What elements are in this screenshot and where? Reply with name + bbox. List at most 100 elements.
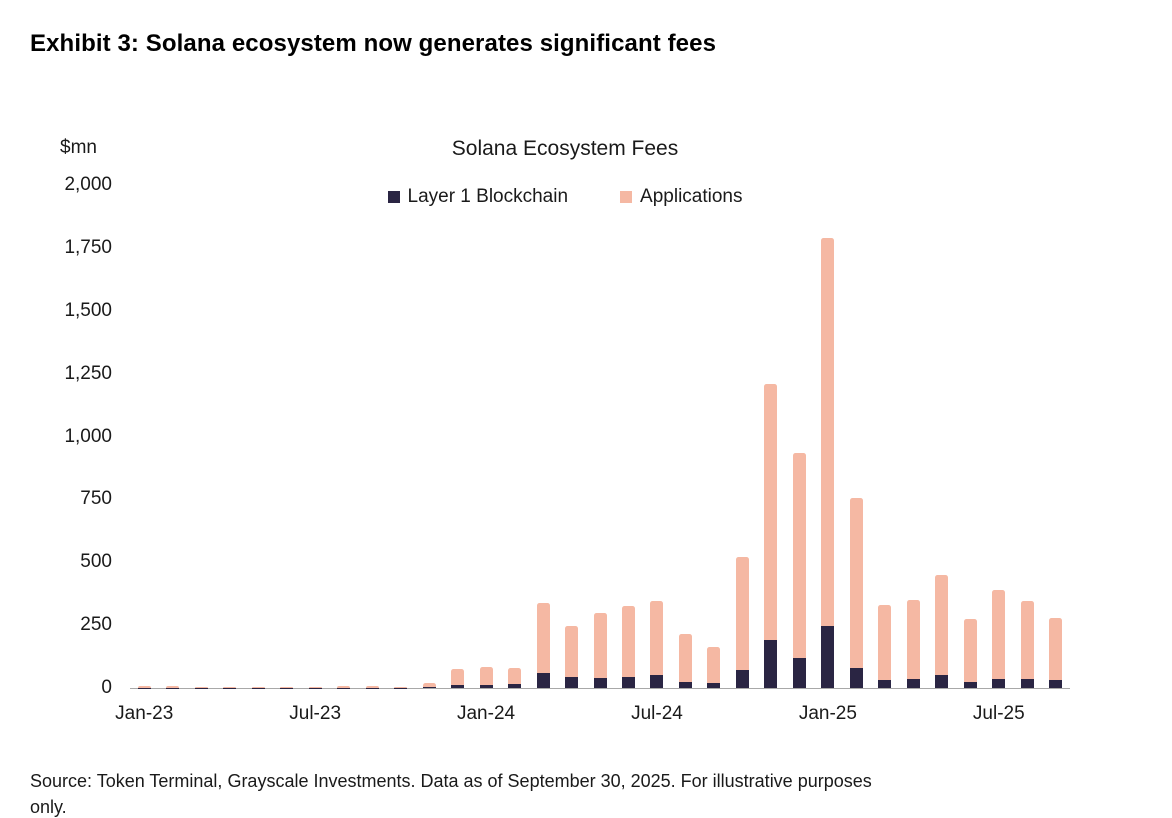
bar-segment-layer1-blockchain xyxy=(792,657,806,688)
bar-may-24 xyxy=(593,612,607,688)
bar-segment-layer1-blockchain xyxy=(849,667,863,688)
bar-segment-applications xyxy=(137,685,151,688)
y-tick-label: 0 xyxy=(101,677,112,698)
bar-segment-layer1-blockchain xyxy=(593,677,607,688)
bar-apr-24 xyxy=(565,626,578,688)
bar-mar-23 xyxy=(194,686,208,688)
bar-jul-24 xyxy=(650,601,664,688)
legend-item-applications: Applications xyxy=(620,186,743,208)
legend-item-layer1-blockchain: Layer 1 Blockchain xyxy=(387,186,569,208)
bar-segment-layer1-blockchain xyxy=(508,684,522,688)
bar-segment-applications xyxy=(508,667,522,685)
x-axis: Jan-23 Jul-23 Jan-24 Jul-24 Jan-25 Jul-25 xyxy=(115,703,1070,731)
bar-segment-layer1-blockchain xyxy=(935,675,949,688)
bar-nov-24 xyxy=(764,383,778,688)
bar-apr-25 xyxy=(906,599,920,688)
y-tick-label: 1,750 xyxy=(64,236,112,258)
y-tick-label: 2,000 xyxy=(64,174,112,195)
legend-label-layer1: Layer 1 Blockchain xyxy=(407,186,569,207)
bar-segment-applications xyxy=(849,498,863,668)
chart-title: Solana Ecosystem Fees xyxy=(451,137,679,160)
bar-segment-applications xyxy=(992,589,1006,680)
bar-mar-24 xyxy=(536,602,550,688)
bar-segment-applications xyxy=(308,686,322,688)
bar-nov-23 xyxy=(422,683,436,688)
bar-jan-23 xyxy=(137,685,151,688)
bar-segment-applications xyxy=(935,574,949,676)
legend-label-applications: Applications xyxy=(640,186,743,207)
bar-feb-23 xyxy=(166,686,180,688)
bar-segment-applications xyxy=(678,633,692,682)
y-axis: 0 250 500 750 1,000 1,250 1,500 1,750 2,000 xyxy=(15,174,112,698)
plot-area xyxy=(130,185,1070,689)
y-tick-label: 1,000 xyxy=(64,425,112,447)
y-axis-unit-label: $mn xyxy=(60,137,97,158)
bar-segment-applications xyxy=(536,602,550,673)
y-tick-label: 750 xyxy=(80,488,112,510)
bar-oct-24 xyxy=(735,557,749,688)
bar-aug-23 xyxy=(337,685,351,688)
bar-jul-23 xyxy=(308,686,322,688)
chart-legend: Layer 1 Blockchain Applications xyxy=(130,186,1000,208)
bar-segment-applications xyxy=(1020,601,1034,680)
bar-aug-25 xyxy=(1020,601,1034,688)
bar-segment-applications xyxy=(251,686,265,688)
source-note-line1: Source: Token Terminal, Grayscale Invest… xyxy=(30,771,872,791)
y-tick-label: 250 xyxy=(80,614,112,636)
bar-jan-24 xyxy=(479,666,493,688)
bar-segment-layer1-blockchain xyxy=(137,687,151,688)
legend-swatch-layer1-icon xyxy=(387,191,400,203)
x-tick-label: Jul-23 xyxy=(289,703,342,724)
bar-segment-layer1-blockchain xyxy=(678,681,692,688)
bar-segment-layer1-blockchain xyxy=(1049,680,1063,688)
bar-sep-25 xyxy=(1049,617,1063,688)
legend-swatch-applications-icon xyxy=(620,191,633,203)
y-tick-label: 1,500 xyxy=(64,299,112,321)
bar-segment-applications xyxy=(878,605,892,681)
bar-segment-applications xyxy=(194,686,208,688)
bar-may-25 xyxy=(935,574,949,688)
bar-feb-25 xyxy=(849,498,863,688)
exhibit-title: Exhibit 3: Solana ecosystem now generate… xyxy=(30,30,717,58)
y-tick-label: 1,250 xyxy=(64,362,112,384)
bar-may-23 xyxy=(251,686,265,688)
bar-sep-23 xyxy=(365,686,379,688)
bar-segment-applications xyxy=(166,686,180,688)
bar-segment-layer1-blockchain xyxy=(422,687,436,688)
bar-oct-23 xyxy=(394,686,408,688)
bar-segment-applications xyxy=(735,557,749,671)
bar-segment-layer1-blockchain xyxy=(166,687,180,688)
bar-jul-25 xyxy=(992,589,1006,688)
bar-segment-applications xyxy=(422,683,436,688)
source-note: Source: Token Terminal, Grayscale Invest… xyxy=(30,768,1090,818)
source-note-line2: only. xyxy=(30,797,67,818)
bar-dec-24 xyxy=(792,452,806,688)
bar-jan-25 xyxy=(821,237,835,688)
x-tick-label: Jan-25 xyxy=(798,703,857,724)
bar-segment-layer1-blockchain xyxy=(479,684,493,688)
bar-dec-23 xyxy=(451,669,465,688)
bar-jun-25 xyxy=(963,618,977,688)
bar-segment-layer1-blockchain xyxy=(735,670,749,688)
bar-segment-applications xyxy=(593,612,607,678)
bar-segment-layer1-blockchain xyxy=(621,676,635,688)
bar-apr-23 xyxy=(223,687,237,688)
x-tick-label: Jul-24 xyxy=(631,703,683,724)
bar-segment-layer1-blockchain xyxy=(365,687,379,688)
bar-segment-applications xyxy=(394,686,408,688)
bar-segment-applications xyxy=(280,687,294,688)
bar-mar-25 xyxy=(878,605,892,688)
bar-segment-layer1-blockchain xyxy=(992,679,1006,688)
bar-segment-applications xyxy=(565,626,578,677)
x-tick-label: Jan-24 xyxy=(456,703,516,724)
bar-segment-layer1-blockchain xyxy=(821,626,835,688)
bar-segment-applications xyxy=(365,686,379,688)
x-tick-label: Jul-25 xyxy=(972,703,1025,724)
bar-segment-layer1-blockchain xyxy=(650,675,664,688)
bar-segment-applications xyxy=(764,383,778,641)
bar-segment-layer1-blockchain xyxy=(906,679,920,688)
bar-segment-layer1-blockchain xyxy=(1020,679,1034,688)
bar-segment-applications xyxy=(337,685,351,688)
bar-segment-applications xyxy=(223,687,237,688)
